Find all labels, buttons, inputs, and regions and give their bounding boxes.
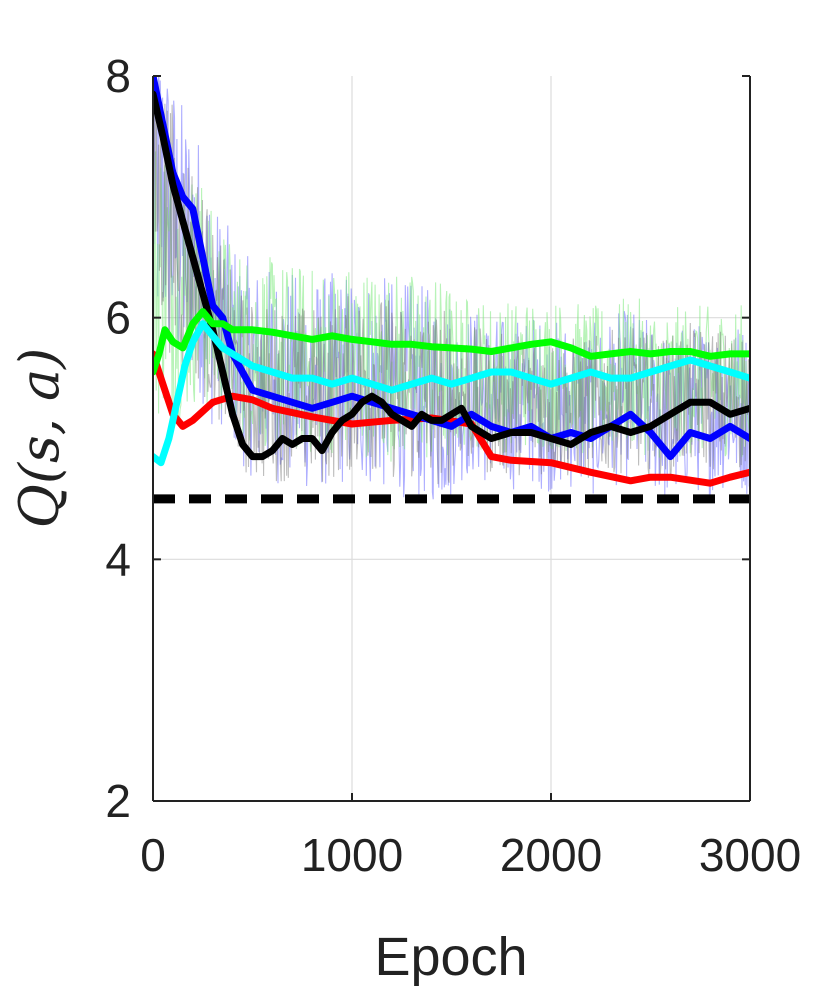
noise-trace — [153, 76, 750, 485]
x-tick-label: 2000 — [500, 829, 602, 881]
tick-labels: 0 1000 2000 3000 2 4 6 8 — [105, 50, 801, 881]
series-line-cyan — [153, 320, 750, 467]
series-line-blue — [153, 76, 750, 461]
y-axis-label: Q(s, a) — [8, 348, 71, 529]
x-tick-label: 1000 — [301, 829, 403, 881]
x-tick-label: 0 — [140, 829, 166, 881]
y-tick-label: 6 — [105, 292, 131, 344]
x-tick-label: 3000 — [699, 829, 801, 881]
noise-trace — [153, 151, 750, 462]
y-tick-label: 8 — [105, 50, 131, 102]
series-line-red — [153, 350, 750, 487]
tick-marks — [152, 75, 751, 802]
y-tick-label: 4 — [105, 533, 131, 585]
series-lines — [153, 76, 750, 504]
x-axis-label: Epoch — [374, 927, 527, 987]
series-line-black — [153, 90, 750, 461]
series-line-green — [153, 308, 750, 376]
y-tick-label: 2 — [105, 775, 131, 827]
